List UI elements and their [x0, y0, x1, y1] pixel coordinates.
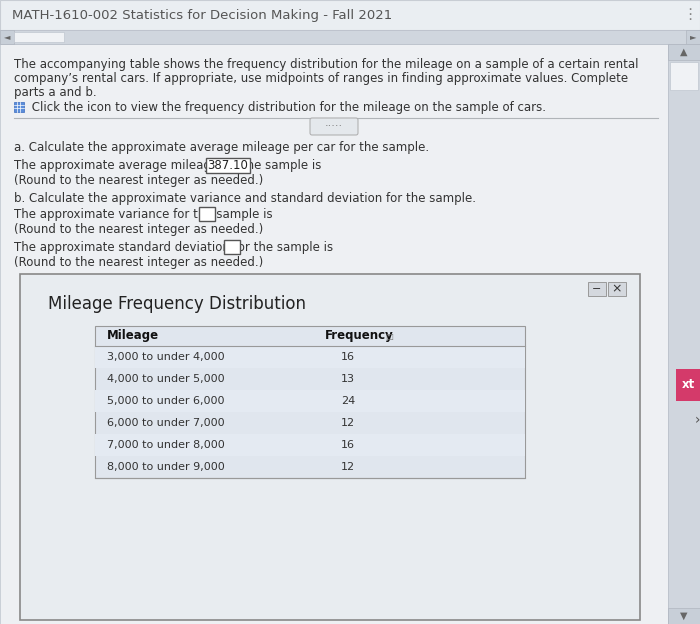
Bar: [588, 282, 606, 296]
Bar: [668, 608, 700, 624]
Bar: [670, 62, 698, 90]
Text: 12: 12: [341, 462, 355, 472]
Text: 12: 12: [341, 418, 355, 428]
Bar: [199, 207, 215, 221]
Bar: [14, 102, 24, 112]
Bar: [95, 346, 525, 368]
Text: ▲: ▲: [680, 47, 687, 57]
Text: The accompanying table shows the frequency distribution for the mileage on a sam: The accompanying table shows the frequen…: [14, 58, 638, 71]
Text: parts a and b.: parts a and b.: [14, 86, 97, 99]
Text: 387.10: 387.10: [208, 159, 248, 172]
Bar: [686, 30, 700, 44]
Text: ◄: ◄: [4, 32, 10, 42]
Bar: [224, 240, 240, 254]
Text: (Round to the nearest integer as needed.): (Round to the nearest integer as needed.…: [14, 223, 263, 236]
Bar: [206, 158, 250, 173]
Text: The approximate average mileage for the sample is: The approximate average mileage for the …: [14, 159, 325, 172]
Text: □: □: [385, 331, 393, 341]
Bar: [668, 44, 700, 624]
Text: a. Calculate the approximate average mileage per car for the sample.: a. Calculate the approximate average mil…: [14, 141, 429, 154]
Text: b. Calculate the approximate variance and standard deviation for the sample.: b. Calculate the approximate variance an…: [14, 192, 476, 205]
Text: ▼: ▼: [680, 611, 687, 621]
Text: 8,000 to under 9,000: 8,000 to under 9,000: [107, 462, 225, 472]
Text: 6,000 to under 7,000: 6,000 to under 7,000: [107, 418, 225, 428]
Text: 16: 16: [341, 352, 355, 362]
Bar: [0, 0, 700, 30]
Text: xt: xt: [681, 379, 694, 391]
Text: ►: ►: [690, 32, 696, 42]
Text: 16: 16: [341, 440, 355, 450]
Text: 24: 24: [341, 396, 355, 406]
Text: 4,000 to under 5,000: 4,000 to under 5,000: [107, 374, 225, 384]
Bar: [95, 434, 525, 456]
Bar: [676, 369, 700, 401]
Bar: [0, 30, 14, 44]
Text: 5,000 to under 6,000: 5,000 to under 6,000: [107, 396, 225, 406]
Text: The approximate standard deviation for the sample is: The approximate standard deviation for t…: [14, 241, 337, 254]
Text: −: −: [592, 284, 602, 294]
Text: Frequency: Frequency: [325, 329, 393, 343]
Bar: [668, 44, 700, 60]
Text: (Round to the nearest integer as needed.): (Round to the nearest integer as needed.…: [14, 174, 263, 187]
Bar: [0, 30, 700, 44]
Text: 7,000 to under 8,000: 7,000 to under 8,000: [107, 440, 225, 450]
Text: 3,000 to under 4,000: 3,000 to under 4,000: [107, 352, 225, 362]
Bar: [14, 32, 64, 42]
Bar: [95, 390, 525, 412]
Text: ⋮: ⋮: [682, 7, 698, 22]
FancyBboxPatch shape: [310, 118, 358, 135]
Text: Click the icon to view the frequency distribution for the mileage on the sample : Click the icon to view the frequency dis…: [28, 100, 546, 114]
Text: MATH-1610-002 Statistics for Decision Making - Fall 2021: MATH-1610-002 Statistics for Decision Ma…: [12, 9, 392, 21]
Bar: [95, 326, 525, 478]
Text: The approximate variance for the sample is: The approximate variance for the sample …: [14, 208, 276, 221]
Text: 13: 13: [341, 374, 355, 384]
Text: Mileage: Mileage: [107, 329, 159, 343]
Bar: [608, 282, 626, 296]
Text: ·····: ·····: [325, 122, 343, 132]
Bar: [20, 274, 640, 620]
Text: ›: ›: [694, 413, 700, 427]
Text: Mileage Frequency Distribution: Mileage Frequency Distribution: [48, 295, 306, 313]
Text: ×: ×: [612, 283, 622, 296]
Text: company’s rental cars. If appropriate, use midpoints of ranges in finding approx: company’s rental cars. If appropriate, u…: [14, 72, 628, 85]
Text: (Round to the nearest integer as needed.): (Round to the nearest integer as needed.…: [14, 256, 263, 269]
